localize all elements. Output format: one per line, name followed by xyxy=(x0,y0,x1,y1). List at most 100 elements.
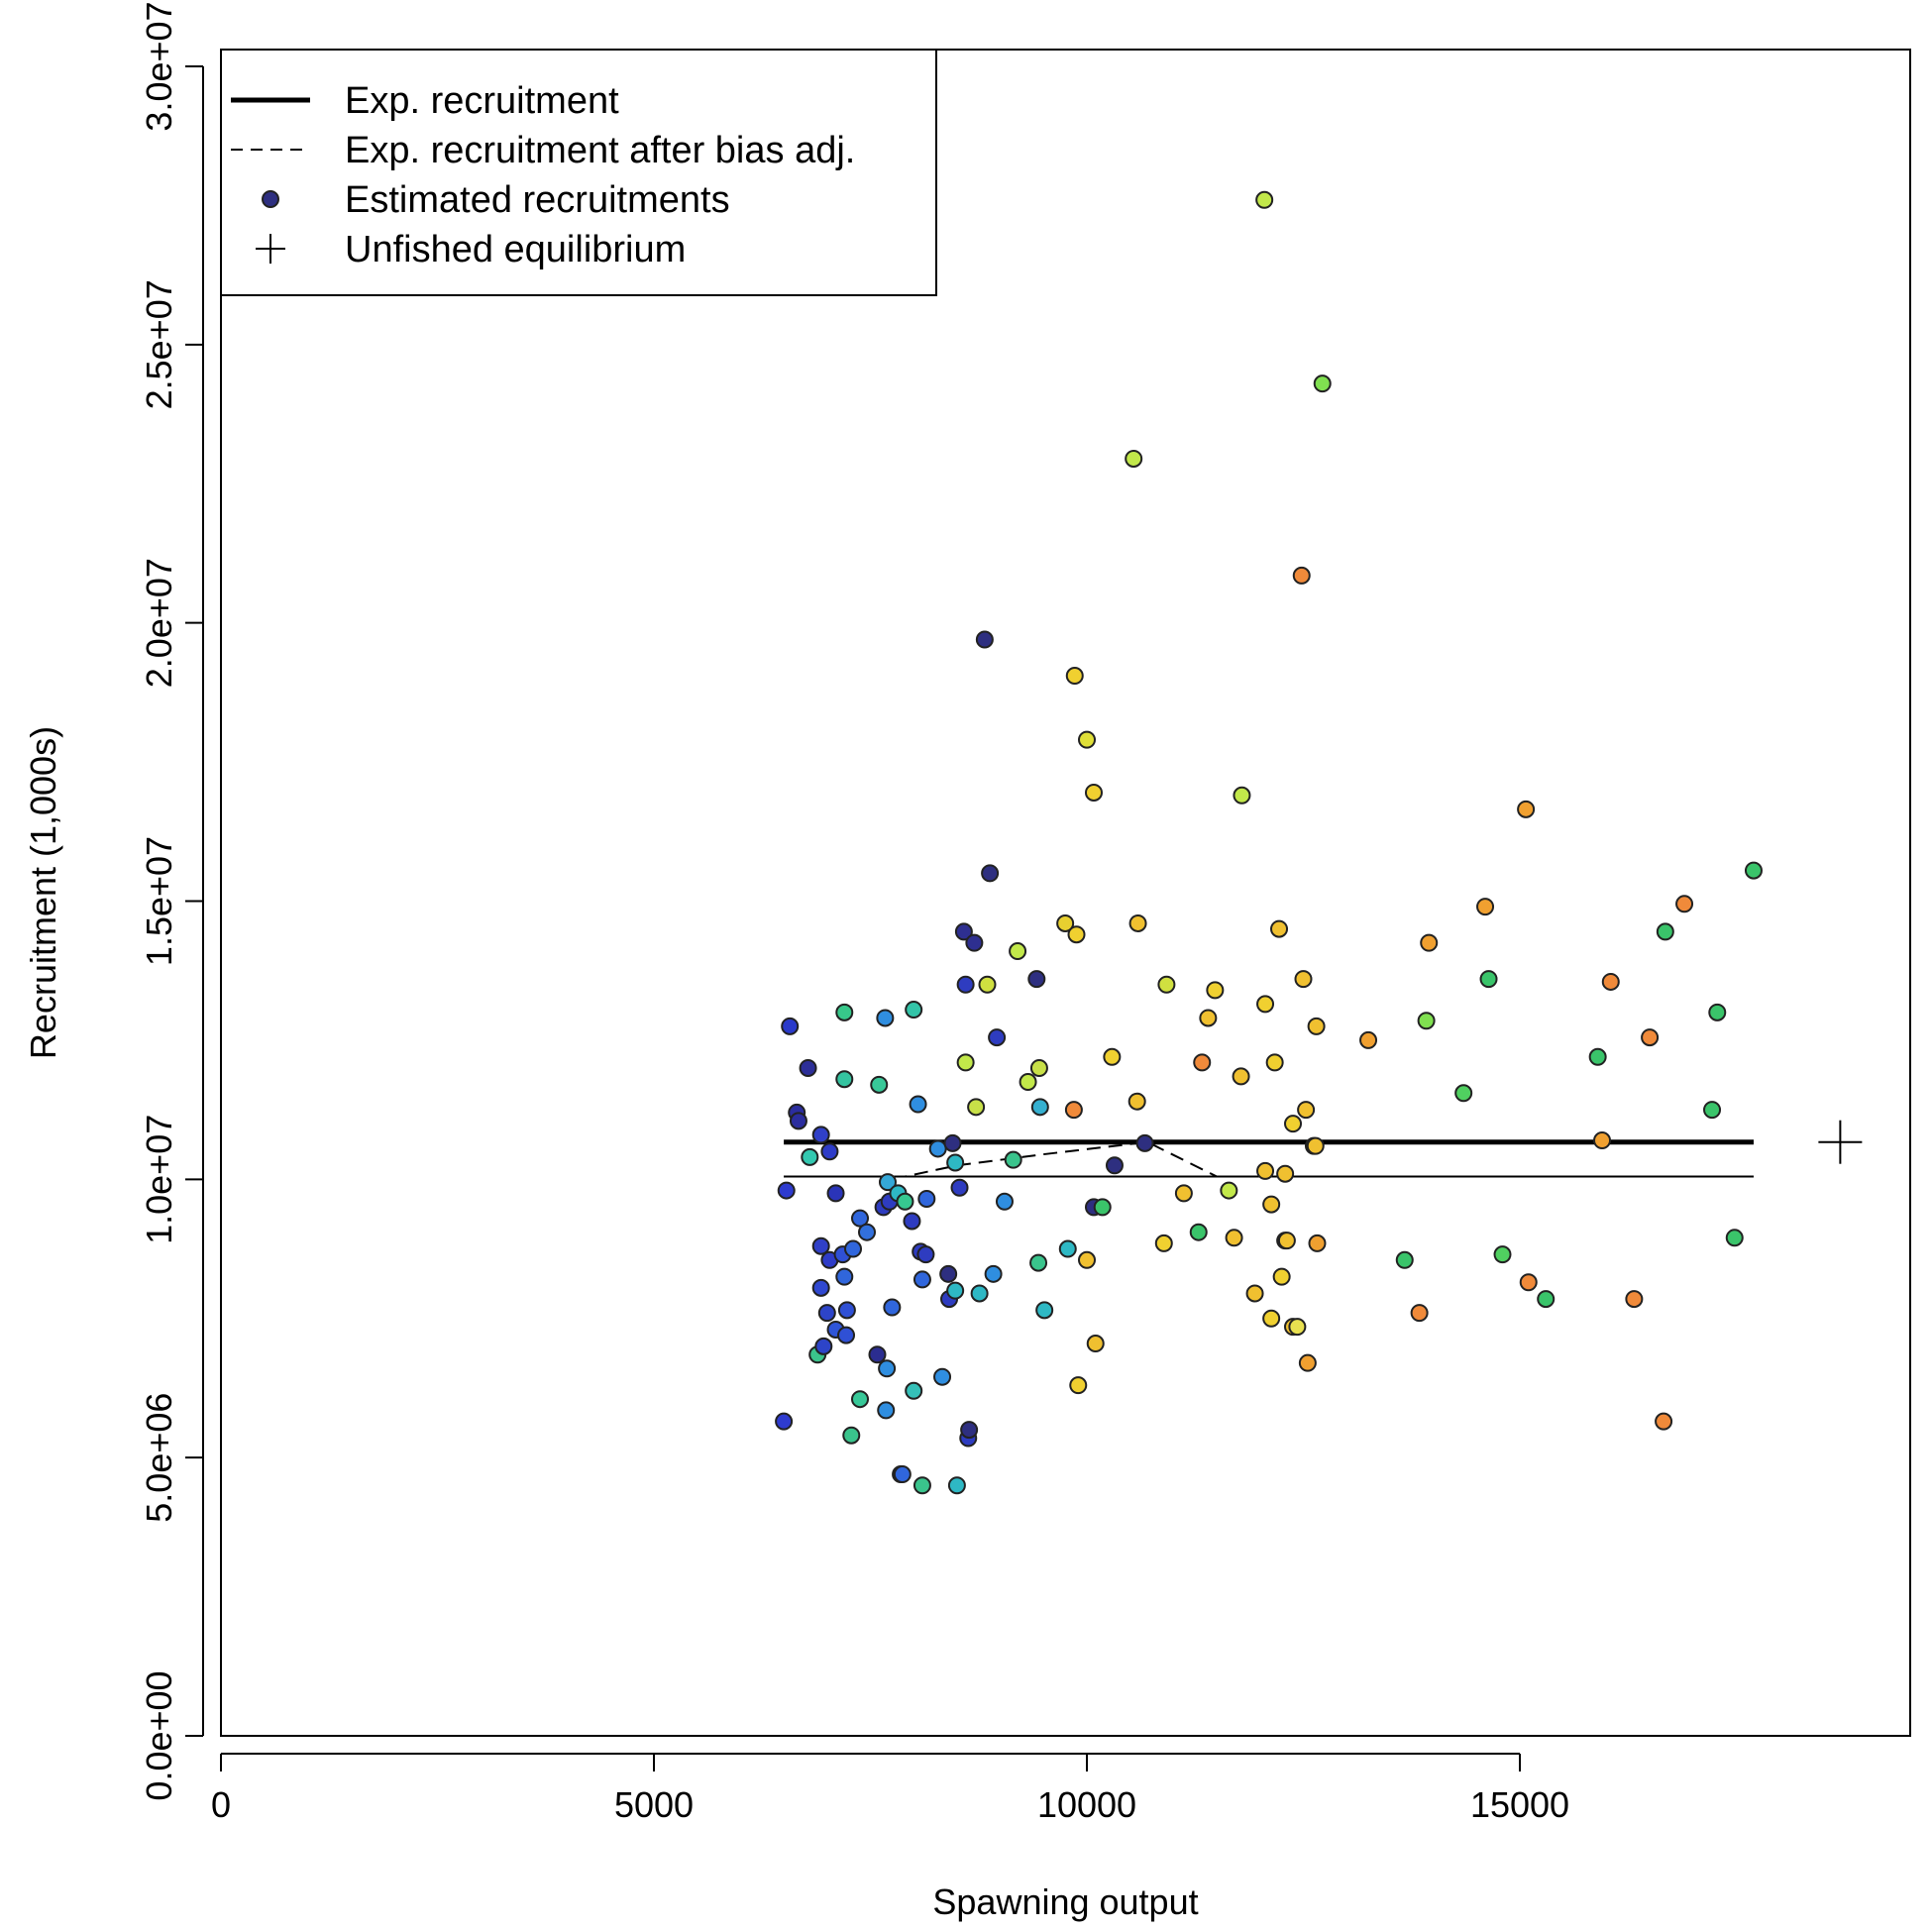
data-point xyxy=(1193,1053,1212,1072)
data-point xyxy=(905,1001,923,1020)
data-point xyxy=(943,1133,962,1152)
x-axis-title: Spawning output xyxy=(932,1881,1198,1922)
y-tick-label: 5.0e+06 xyxy=(139,1393,179,1523)
data-point xyxy=(883,1298,902,1317)
data-point xyxy=(1288,1318,1307,1337)
data-point xyxy=(837,1301,856,1320)
data-point xyxy=(1220,1181,1238,1200)
data-point xyxy=(967,1098,986,1117)
data-point xyxy=(1056,913,1075,932)
data-point xyxy=(1245,1284,1264,1303)
data-point xyxy=(1064,1101,1083,1120)
x-tick-label: 0 xyxy=(211,1784,231,1825)
data-point xyxy=(1292,566,1311,585)
data-point xyxy=(844,1239,863,1258)
data-point xyxy=(1189,1223,1208,1241)
data-point xyxy=(912,1270,931,1289)
data-point xyxy=(975,630,994,649)
data-point xyxy=(1517,800,1536,818)
data-point xyxy=(799,1059,817,1077)
data-point xyxy=(820,1142,839,1161)
data-point xyxy=(903,1212,921,1231)
plot-frame xyxy=(220,49,1911,1737)
data-point xyxy=(995,1192,1014,1211)
data-point xyxy=(970,1284,989,1303)
data-point xyxy=(1277,1232,1296,1250)
legend-circle-symbol xyxy=(262,190,279,208)
data-point xyxy=(777,1181,796,1200)
data-point xyxy=(946,1281,965,1300)
data-point xyxy=(1154,1234,1173,1252)
data-point xyxy=(826,1184,845,1203)
data-point xyxy=(877,1401,896,1420)
data-point xyxy=(1276,1164,1295,1183)
y-tick-label: 2.0e+07 xyxy=(139,558,179,688)
data-point xyxy=(947,1476,966,1495)
data-point xyxy=(988,1028,1007,1047)
data-point xyxy=(978,975,997,994)
data-point xyxy=(1284,1115,1303,1133)
data-point xyxy=(1035,1301,1054,1320)
data-point xyxy=(1744,861,1763,880)
data-point xyxy=(811,1278,830,1297)
data-point xyxy=(1294,970,1313,989)
data-point xyxy=(1703,1101,1722,1120)
x-tick-label: 15000 xyxy=(1470,1784,1569,1825)
data-point xyxy=(939,1264,958,1283)
data-point xyxy=(835,1003,854,1021)
data-point xyxy=(893,1465,912,1484)
data-point xyxy=(1272,1267,1291,1286)
data-point xyxy=(1593,1131,1612,1150)
data-point xyxy=(1410,1304,1429,1323)
y-tick-label: 2.5e+07 xyxy=(139,279,179,409)
data-point xyxy=(1004,1150,1022,1169)
data-point xyxy=(868,1345,887,1364)
data-point xyxy=(1103,1047,1122,1066)
data-point xyxy=(1105,1156,1124,1175)
y-axis-title: Recruitment (1,000s) xyxy=(23,726,63,1059)
y-tick-label: 0.0e+00 xyxy=(139,1670,179,1800)
data-point xyxy=(1009,942,1027,961)
data-point xyxy=(870,1075,889,1094)
data-point xyxy=(896,1192,914,1211)
data-point xyxy=(1537,1290,1556,1309)
data-point xyxy=(876,1009,895,1027)
data-point xyxy=(946,1153,965,1172)
data-point xyxy=(835,1267,854,1286)
data-point xyxy=(1493,1245,1512,1264)
data-point xyxy=(1019,1073,1037,1092)
data-point xyxy=(1029,1253,1048,1272)
data-point xyxy=(1058,1239,1077,1258)
data-point xyxy=(1084,783,1103,802)
data-point xyxy=(1479,970,1498,989)
data-point xyxy=(984,1264,1003,1283)
data-point xyxy=(956,975,975,994)
data-point xyxy=(1125,449,1143,468)
data-point xyxy=(851,1209,870,1228)
data-point xyxy=(1655,1412,1673,1431)
y-tick-label: 1.5e+07 xyxy=(139,836,179,966)
data-point xyxy=(1656,922,1674,941)
data-point xyxy=(912,1476,931,1495)
x-tick-label: 10000 xyxy=(1037,1784,1136,1825)
data-point xyxy=(1588,1047,1607,1066)
data-point xyxy=(878,1359,897,1378)
data-point xyxy=(1255,190,1274,209)
data-point xyxy=(1313,375,1332,393)
y-tick-label: 3.0e+07 xyxy=(139,1,179,131)
legend-label: Exp. recruitment xyxy=(345,80,619,122)
data-point xyxy=(801,1147,819,1166)
legend-label: Estimated recruitments xyxy=(345,179,730,221)
data-point xyxy=(905,1381,923,1400)
data-point xyxy=(1127,1092,1146,1111)
data-point xyxy=(1065,667,1084,686)
legend-box xyxy=(220,49,937,296)
data-point xyxy=(811,1126,830,1144)
data-point xyxy=(1641,1028,1660,1047)
legend: Exp. recruitment Exp. recruitment after b… xyxy=(220,49,937,296)
data-point xyxy=(928,1139,947,1158)
data-point xyxy=(1135,1133,1154,1152)
data-point xyxy=(814,1337,833,1355)
x-tick-label: 5000 xyxy=(614,1784,694,1825)
